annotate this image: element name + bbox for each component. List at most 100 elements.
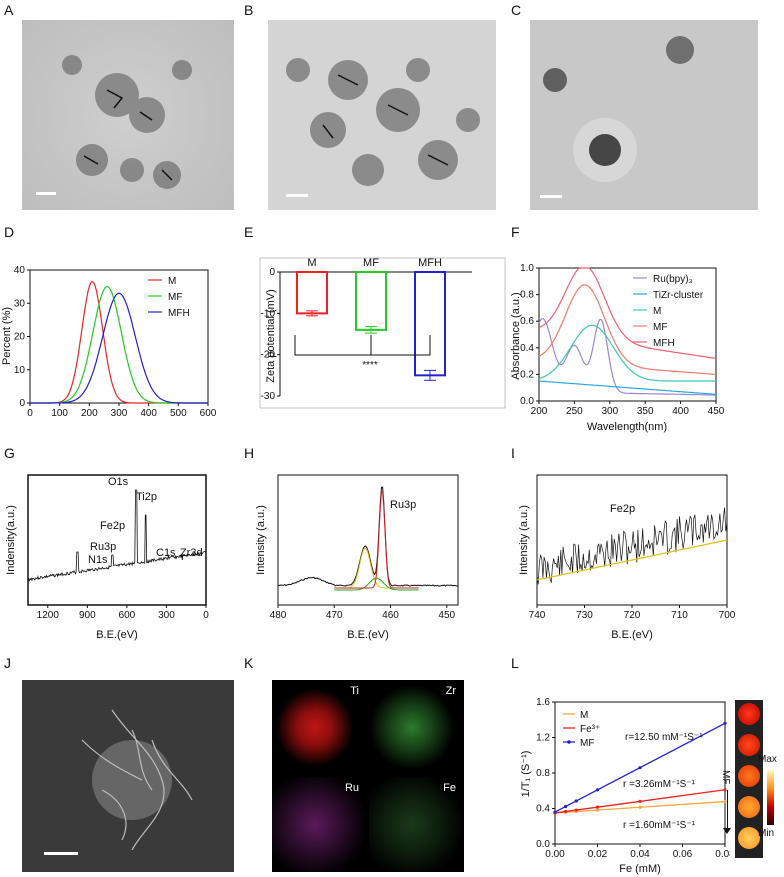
x-tick-label: 0.06	[673, 849, 693, 860]
y-tick-label: 0	[269, 267, 275, 278]
chart-e: M MF MFH 0 -10 -20 -30 Zeta potential (mV) **…	[259, 257, 506, 409]
series-line-mf	[30, 285, 208, 404]
tem-image-a	[22, 20, 234, 210]
y-tick-label: 0.2	[520, 369, 534, 380]
series-line	[538, 267, 717, 359]
legend-entry: Ru(bpy)₃	[653, 274, 693, 285]
panel-letter-c: C	[511, 2, 522, 18]
x-tick-label: 250	[566, 406, 583, 417]
peak-annotation: Zr3d	[180, 547, 203, 559]
x-tick-label: 900	[79, 610, 96, 621]
panel-letter-j: J	[4, 655, 11, 671]
x-tick-label: 600	[200, 408, 217, 419]
y-tick-label: 0	[19, 398, 25, 409]
x-tick-label: 500	[170, 408, 187, 419]
x-tick-label: 740	[529, 610, 546, 621]
category-label: MF	[363, 257, 379, 269]
y-tick-label: 40	[14, 265, 26, 276]
y-tick-label: 1.6	[536, 697, 550, 708]
significance-marker: ****	[362, 360, 378, 371]
chart-h: 480 470 460 450 Intensity (a.u.) B.E.(eV) R…	[255, 474, 459, 641]
series-line	[538, 284, 717, 375]
x-tick-label: 300	[158, 610, 175, 621]
y-tick-label: 1.0	[520, 263, 534, 274]
x-tick-label: 600	[119, 610, 136, 621]
panel-letter-h: H	[244, 445, 255, 461]
x-tick-label: 350	[637, 406, 654, 417]
data-point	[638, 805, 642, 809]
data-point	[553, 810, 557, 814]
x-axis-label: Fe (mM)	[619, 863, 661, 875]
peak-annotation: Ru3p	[90, 541, 116, 553]
y-axis-label: 1/T₁ (S⁻¹)	[520, 751, 532, 798]
x-tick-label: 0	[27, 408, 33, 419]
x-axis-label: B.E.(eV)	[611, 629, 653, 641]
y-tick-label: 0.0	[520, 396, 534, 407]
data-point	[564, 809, 568, 814]
x-tick-label: 720	[624, 610, 641, 621]
y-tick-label: 10	[14, 365, 26, 376]
y-tick-label: 0.4	[536, 804, 550, 815]
colorbar-max: Max	[758, 754, 777, 765]
x-tick-label: 200	[531, 406, 548, 417]
y-tick-label: 0.0	[536, 839, 550, 850]
panel-letter-l: L	[511, 655, 519, 671]
y-tick-label: 30	[14, 298, 26, 309]
y-axis-label: Zeta potential (mV)	[265, 289, 277, 383]
panel-letter-d: D	[4, 224, 15, 240]
category-label: MFH	[418, 257, 442, 269]
data-point	[723, 721, 727, 725]
x-tick-label: 700	[719, 610, 736, 621]
panel-letter-k: K	[244, 655, 254, 671]
y-axis-label: Percent (%)	[1, 307, 13, 365]
legend-entry: TiZr-cluster	[653, 290, 704, 301]
scale-bar	[44, 852, 78, 855]
elemental-maps-k: Ti Zr Ru Fe	[272, 680, 464, 872]
map-ru: Ru	[272, 777, 367, 872]
scale-bar	[36, 192, 56, 195]
y-tick-label: 0.8	[520, 290, 534, 301]
chart-g: 1200 900 600 300 0 Indensity(a.u.) B.E.(eV) …	[5, 474, 209, 641]
relaxivity-label: r =1.60mM⁻¹S⁻¹	[623, 820, 696, 831]
map-zr: Zr	[369, 680, 464, 775]
x-tick-label: 300	[111, 408, 128, 419]
y-tick-label: 0.8	[536, 768, 550, 779]
annotation-ru3p: Ru3p	[390, 499, 416, 511]
x-tick-label: 400	[140, 408, 157, 419]
y-tick-label: 20	[14, 332, 26, 343]
category-label: M	[307, 257, 316, 269]
x-tick-label: 0.02	[588, 849, 608, 860]
y-axis-label: Intensity (a.u.)	[518, 505, 530, 575]
x-tick-label: 0.08	[715, 849, 730, 860]
data-point	[574, 808, 578, 812]
panel-letter-b: B	[244, 2, 254, 18]
x-tick-label: 1200	[37, 610, 60, 621]
panel-letter-a: A	[4, 2, 14, 18]
x-tick-label: 0.00	[545, 849, 565, 860]
x-tick-label: 100	[51, 408, 68, 419]
data-point	[638, 766, 642, 770]
data-point	[723, 788, 727, 792]
x-tick-label: 200	[81, 408, 98, 419]
bar-mfh	[414, 271, 446, 377]
peak-annotation: Ti2p	[136, 491, 157, 503]
data-point	[564, 804, 568, 809]
series-line	[538, 318, 716, 396]
colorbar-arrow-head	[723, 828, 731, 834]
legend-entry: M	[653, 306, 661, 317]
colorbar-arrow	[727, 790, 728, 830]
colorbar-min: Min	[758, 828, 775, 839]
data-point	[574, 799, 578, 803]
legend-entry: MFH	[653, 338, 675, 349]
y-tick-label: 0.4	[520, 343, 534, 354]
x-tick-label: 730	[576, 610, 593, 621]
legend-entry: M	[580, 710, 588, 721]
colorbar	[767, 770, 774, 825]
panel-letter-f: F	[511, 224, 520, 240]
data-point	[595, 808, 600, 812]
data-point	[723, 799, 727, 804]
chart-d: 0 100 200 300 400 500 600 0 10 20 30 40 Percent (%…	[1, 265, 217, 419]
mri-phantom-strip	[735, 700, 763, 858]
relaxivity-label: r =3.26mM⁻¹S⁻¹	[623, 779, 696, 790]
relaxivity-label: r=12.50 mM⁻¹S⁻¹	[625, 732, 703, 743]
